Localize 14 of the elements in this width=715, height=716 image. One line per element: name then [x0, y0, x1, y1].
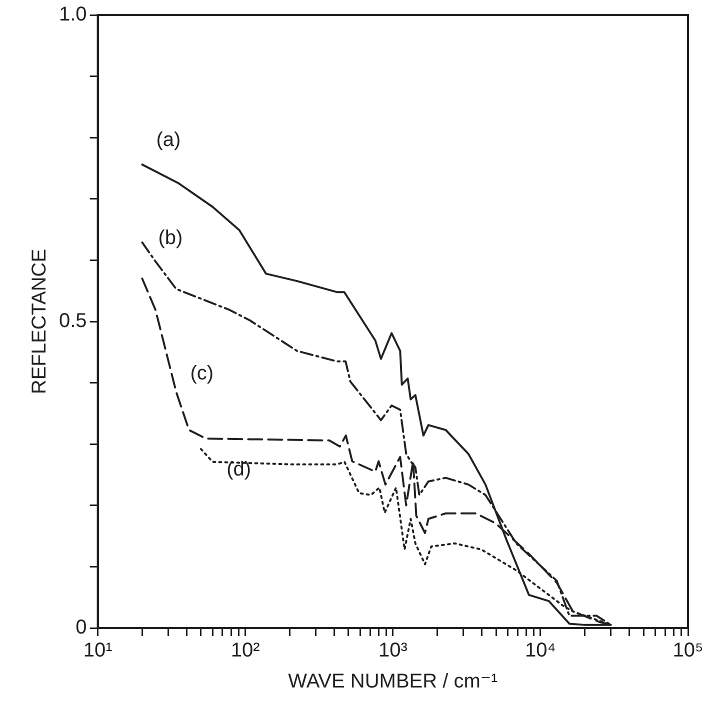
- series-label: (a): [156, 129, 181, 152]
- y-tick-label: 0.5: [58, 310, 87, 332]
- x-axis-title: WAVE NUMBER / cm⁻¹: [288, 670, 498, 693]
- y-axis-title: REFLECTANCE: [28, 248, 51, 394]
- x-tick-label: 10¹: [83, 640, 113, 662]
- x-tick-label: 10⁴: [525, 640, 556, 662]
- series-label: (b): [158, 226, 183, 249]
- series-label: (c): [190, 362, 214, 385]
- x-tick-label: 10²: [230, 640, 260, 662]
- x-tick-label: 10³: [378, 640, 408, 662]
- y-tick-label: 0: [76, 616, 87, 639]
- series-label: (d): [226, 458, 252, 480]
- x-tick-label: 10⁵: [672, 640, 704, 662]
- y-tick-label: 1.0: [58, 4, 87, 26]
